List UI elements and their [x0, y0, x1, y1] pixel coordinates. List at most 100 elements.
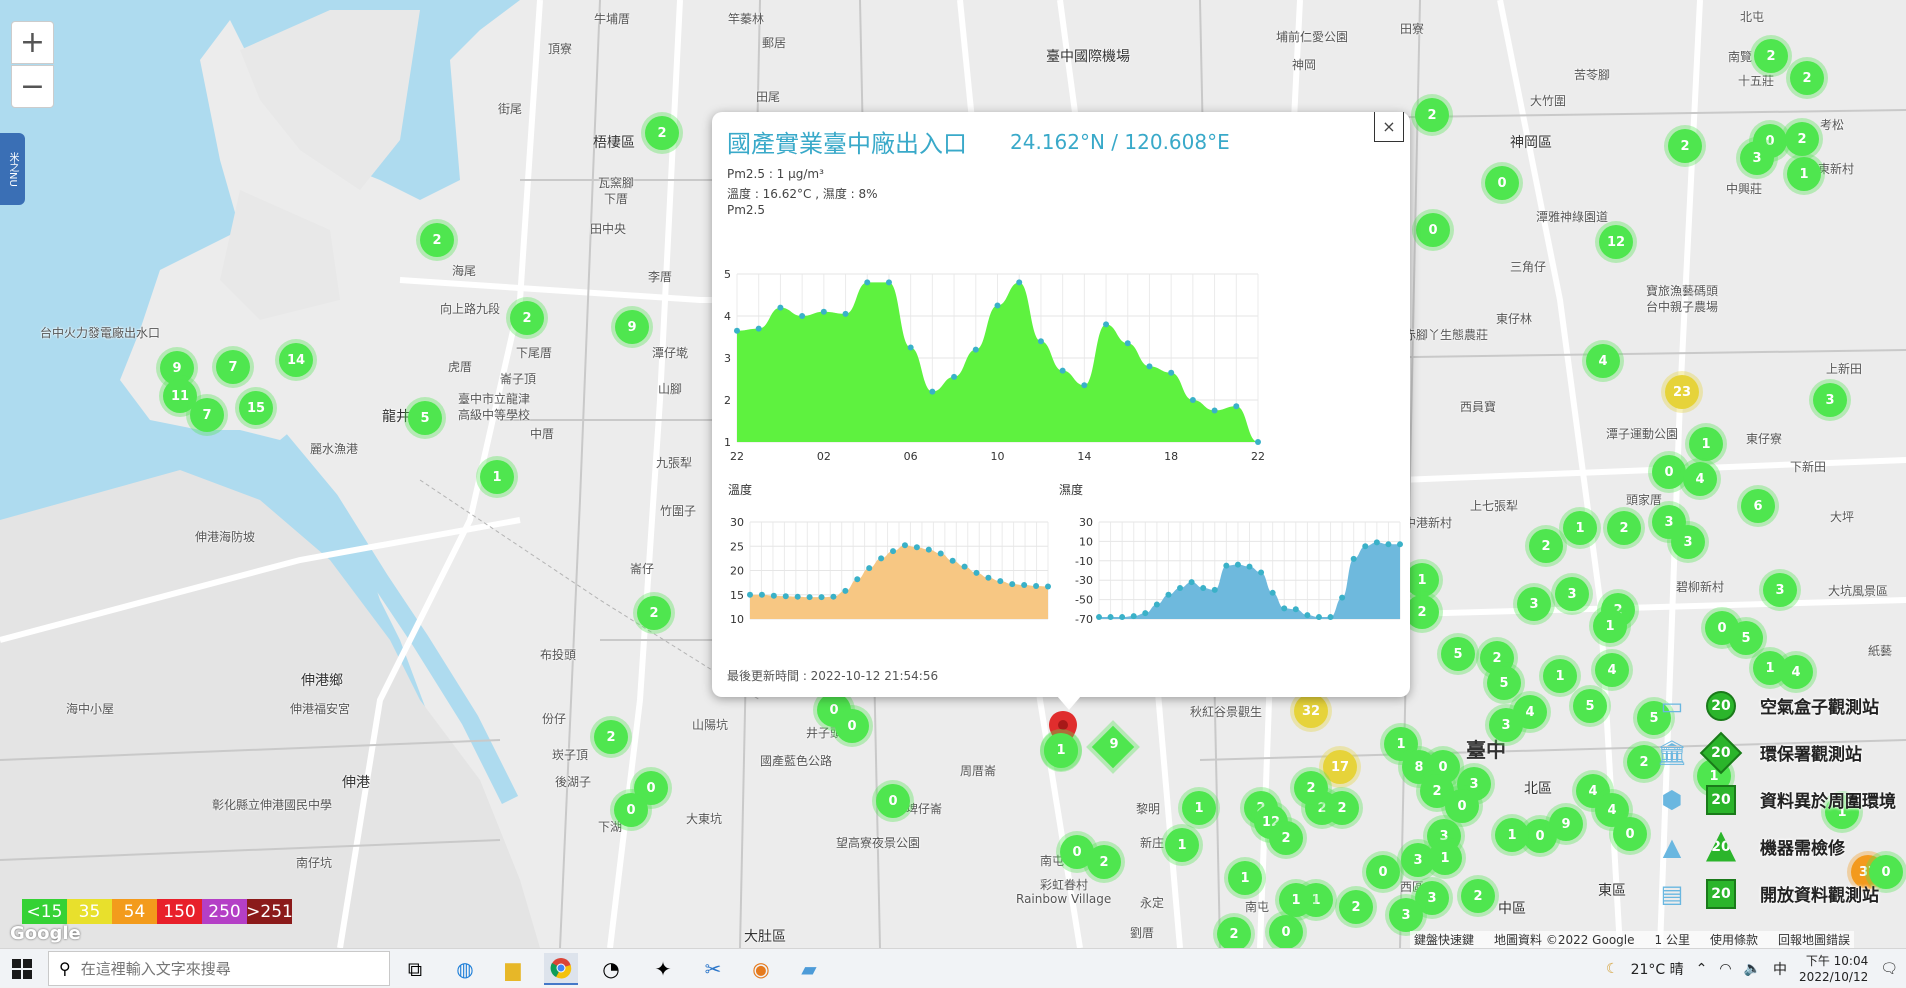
sensor-marker[interactable]: 2 [1087, 845, 1121, 879]
sensor-marker[interactable]: 3 [1517, 587, 1551, 621]
sensor-marker[interactable]: 3 [1671, 525, 1705, 559]
sensor-marker[interactable]: 3 [1740, 141, 1774, 175]
blender-icon[interactable]: ◉ [752, 957, 770, 981]
sensor-marker[interactable]: 0 [1485, 166, 1519, 200]
sensor-marker[interactable]: 2 [1294, 771, 1328, 805]
notification-icon[interactable]: 🗨 [1880, 960, 1898, 977]
sensor-marker[interactable]: 4 [1595, 793, 1629, 827]
sensor-marker[interactable]: 0 [1269, 915, 1303, 948]
close-icon[interactable]: × [1374, 112, 1404, 142]
terms-link[interactable]: 使用條款 [1709, 933, 1758, 947]
sensor-marker[interactable]: 1 [1689, 427, 1723, 461]
sensor-marker[interactable]: 1 [1182, 791, 1216, 825]
side-panel-tab[interactable]: 米之NU [0, 133, 25, 205]
sensor-marker[interactable]: 1 [1228, 861, 1262, 895]
sensor-marker[interactable]: 0 [1869, 855, 1903, 889]
chrome-icon[interactable] [544, 953, 578, 985]
sensor-marker[interactable]: 3 [1813, 383, 1847, 417]
sensor-marker[interactable]: 5 [1573, 689, 1607, 723]
sensor-marker[interactable]: 3 [1555, 577, 1589, 611]
sensor-marker[interactable]: 2 [1668, 129, 1702, 163]
sensor-marker[interactable]: 2 [1461, 879, 1495, 913]
windows-start-icon[interactable] [12, 959, 32, 979]
sensor-marker[interactable]: 0 [1366, 855, 1400, 889]
sensor-marker[interactable]: 1 [1495, 818, 1529, 852]
chevron-up-icon[interactable]: ⌃ [1695, 960, 1708, 977]
report-error-link[interactable]: 回報地圖錯誤 [1777, 933, 1850, 947]
sensor-marker[interactable]: 1 [1787, 157, 1821, 191]
sensor-marker[interactable]: 1 [1405, 563, 1439, 597]
sensor-marker[interactable]: 9 [1549, 807, 1583, 841]
sensor-marker[interactable]: 23 [1665, 375, 1699, 409]
zoom-in-button[interactable]: + [11, 21, 54, 64]
sensor-marker[interactable]: 0 [876, 784, 910, 818]
task-view-icon[interactable]: ⧉ [407, 957, 423, 981]
sensor-marker[interactable]: 6 [1741, 489, 1775, 523]
sensor-marker[interactable]: 2 [1405, 595, 1439, 629]
sensor-marker[interactable]: 2 [594, 720, 628, 754]
volume-icon[interactable]: 🔈 [1743, 960, 1762, 977]
snipping-tool-icon[interactable]: ✂ [704, 957, 722, 981]
sensor-marker[interactable]: 2 [420, 223, 454, 257]
sensor-marker[interactable]: 2 [1790, 61, 1824, 95]
sensor-marker[interactable]: 0 [1445, 789, 1479, 823]
sensor-marker[interactable]: 11 [163, 379, 197, 413]
sensor-marker[interactable]: 2 [1415, 98, 1449, 132]
network-icon[interactable]: ◠ [1719, 960, 1732, 977]
app-icon-3[interactable]: ▰ [801, 957, 817, 981]
sensor-marker[interactable]: 0 [1416, 213, 1450, 247]
sensor-marker[interactable]: 0 [1613, 817, 1647, 851]
sensor-marker[interactable]: 1 [1428, 841, 1462, 875]
sensor-marker[interactable]: 5 [1729, 621, 1763, 655]
sensor-marker[interactable]: 2 [645, 116, 679, 150]
app-icon-1[interactable]: ◔ [602, 957, 620, 981]
sensor-marker[interactable]: 1 [1165, 828, 1199, 862]
edge-icon[interactable]: ◍ [456, 957, 474, 981]
sensor-marker[interactable]: 17 [1323, 750, 1357, 784]
sensor-marker[interactable]: 0 [1652, 455, 1686, 489]
sensor-marker[interactable]: 0 [614, 793, 648, 827]
sensor-marker[interactable]: 15 [239, 391, 273, 425]
sensor-marker[interactable]: 4 [1595, 653, 1629, 687]
ime-indicator[interactable]: 中 [1773, 961, 1788, 978]
sensor-marker[interactable]: 9 [615, 310, 649, 344]
app-icon-2[interactable]: ✦ [654, 957, 672, 981]
sensor-marker[interactable]: 3 [1763, 573, 1797, 607]
sensor-marker[interactable]: 2 [637, 596, 671, 630]
sensor-marker[interactable]: 1 [1543, 659, 1577, 693]
sensor-marker[interactable]: 2 [1785, 122, 1819, 156]
sensor-marker[interactable]: 2 [510, 301, 544, 335]
file-explorer-icon[interactable]: ▆ [505, 957, 521, 981]
sensor-marker[interactable]: 1 [480, 460, 514, 494]
sensor-marker[interactable]: 5 [1487, 666, 1521, 700]
sensor-marker[interactable]: 4 [1683, 462, 1717, 496]
sensor-marker[interactable]: 1 [1563, 511, 1597, 545]
sensor-marker[interactable]: 2 [1325, 791, 1359, 825]
sensor-marker[interactable]: 2 [1339, 890, 1373, 924]
map-canvas[interactable]: 牛埔厝 竿蓁林 郵居 頂寮 街尾 田尾 梧棲區 瓦窯腳 下厝 田中央 海尾 李厝 台中火力發電廠出水口 向… [0, 0, 1906, 948]
sensor-marker[interactable]: 2 [1627, 745, 1661, 779]
weather-text[interactable]: 21°C 晴 [1630, 961, 1684, 978]
sensor-marker[interactable]: 4 [1779, 655, 1813, 689]
scale-label[interactable]: 1 公里 [1654, 933, 1690, 947]
sensor-marker[interactable]: 5 [408, 401, 442, 435]
sensor-marker[interactable]: 2 [1754, 39, 1788, 73]
sensor-marker[interactable]: 7 [216, 350, 250, 384]
sensor-marker[interactable]: 32 [1294, 694, 1328, 728]
sensor-marker[interactable]: 2 [1607, 511, 1641, 545]
clock[interactable]: 下午 10:04 2022/10/12 [1799, 953, 1868, 985]
sensor-marker[interactable]: 1 [1825, 795, 1859, 829]
sensor-marker[interactable]: 2 [1529, 529, 1563, 563]
sensor-marker[interactable]: 14 [279, 343, 313, 377]
zoom-out-button[interactable]: − [11, 65, 54, 108]
taskbar-search[interactable]: ⚲ [48, 951, 390, 986]
sensor-marker[interactable]: 1 [1593, 609, 1627, 643]
sensor-marker[interactable]: 2 [1269, 821, 1303, 855]
sensor-marker[interactable]: 5 [1637, 701, 1671, 735]
sensor-marker[interactable]: 3 [1489, 708, 1523, 742]
sensor-marker[interactable]: 7 [190, 398, 224, 432]
keyboard-shortcuts-link[interactable]: 鍵盤快速鍵 [1414, 933, 1475, 947]
selected-station-marker[interactable]: 1 [1044, 733, 1078, 767]
sensor-marker[interactable]: 2 [1217, 917, 1251, 948]
sensor-marker[interactable]: 12 [1599, 225, 1633, 259]
